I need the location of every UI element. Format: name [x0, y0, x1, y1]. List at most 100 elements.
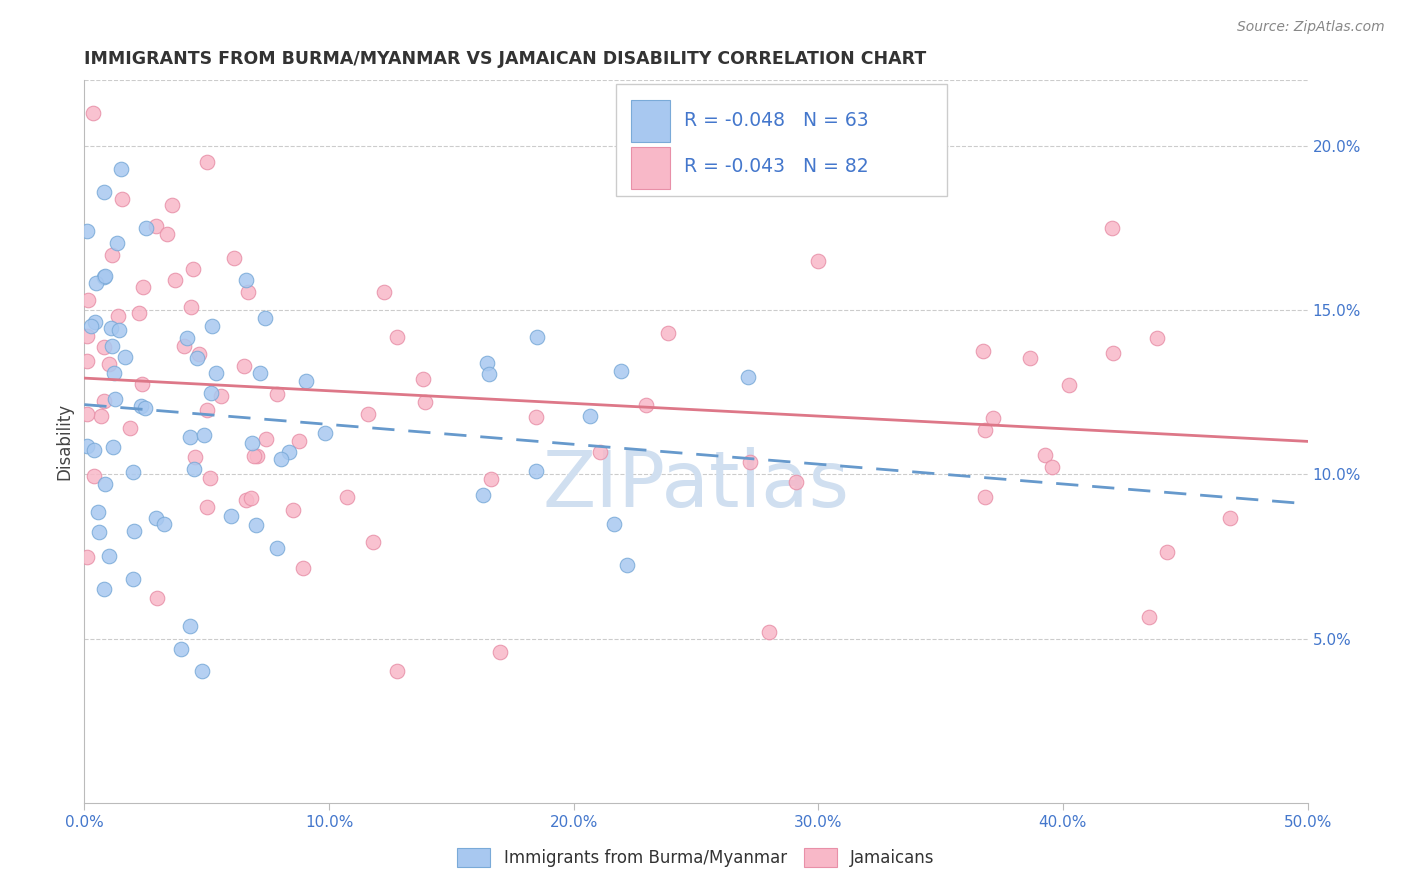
Point — [785, 475, 807, 490]
Point — [1219, 511, 1241, 525]
Point — [288, 434, 311, 448]
Point — [277, 445, 299, 459]
Point — [77, 293, 100, 307]
Point — [281, 502, 304, 516]
Point — [163, 273, 186, 287]
Point — [94, 476, 117, 491]
Point — [200, 385, 222, 400]
Point — [87, 505, 110, 519]
Point — [239, 491, 262, 506]
Point — [131, 377, 153, 392]
Point — [807, 253, 830, 268]
Point — [101, 440, 124, 454]
Text: R = -0.048   N = 63: R = -0.048 N = 63 — [683, 111, 869, 129]
Point — [186, 351, 208, 366]
Point — [579, 409, 602, 423]
Point — [224, 251, 246, 265]
Point — [972, 343, 994, 358]
Point — [110, 161, 132, 176]
Point — [76, 354, 98, 368]
Point — [76, 224, 98, 238]
Point — [94, 269, 117, 284]
Point — [90, 409, 112, 423]
Point — [195, 500, 218, 514]
Point — [93, 582, 115, 597]
Point — [254, 432, 277, 446]
Point — [145, 510, 167, 524]
Point — [101, 248, 124, 262]
Point — [236, 285, 259, 299]
Point — [974, 490, 997, 504]
Point — [758, 625, 780, 640]
Point — [603, 516, 626, 531]
Point — [108, 323, 131, 337]
Point — [1156, 545, 1178, 559]
Point — [107, 309, 129, 323]
Point — [249, 366, 271, 380]
Point — [187, 347, 209, 361]
Point — [201, 318, 224, 333]
Point — [235, 493, 257, 508]
Point — [475, 356, 498, 370]
Point — [292, 561, 315, 575]
Point — [209, 388, 232, 402]
Point — [84, 315, 107, 329]
Point — [101, 339, 124, 353]
Point — [82, 106, 104, 120]
Point — [242, 436, 264, 450]
Point — [83, 443, 105, 458]
Y-axis label: Disability: Disability — [55, 403, 73, 480]
Point — [737, 369, 759, 384]
Point — [176, 331, 198, 345]
Point — [253, 311, 276, 326]
Point — [104, 392, 127, 406]
Text: ZIPatlas: ZIPatlas — [543, 447, 849, 523]
Point — [1102, 346, 1125, 360]
Point — [79, 319, 101, 334]
Point — [183, 450, 205, 464]
Point — [97, 549, 120, 564]
Point — [634, 398, 657, 412]
FancyBboxPatch shape — [616, 84, 946, 196]
Point — [233, 359, 256, 373]
Point — [205, 366, 228, 380]
Point — [1033, 448, 1056, 462]
Point — [76, 407, 98, 421]
Point — [179, 430, 201, 444]
Point — [76, 328, 98, 343]
Point — [122, 573, 145, 587]
Point — [93, 270, 115, 285]
Point — [76, 439, 98, 453]
Point — [84, 277, 107, 291]
Point — [524, 464, 547, 478]
FancyBboxPatch shape — [631, 147, 671, 189]
Point — [336, 490, 359, 504]
Point — [489, 645, 512, 659]
Point — [472, 488, 495, 502]
Point — [111, 192, 134, 206]
Point — [1057, 377, 1080, 392]
Point — [93, 185, 115, 199]
Point — [118, 421, 141, 435]
Point — [589, 445, 612, 459]
Point — [93, 340, 115, 354]
Point — [153, 517, 176, 532]
Point — [242, 449, 264, 463]
Point — [134, 401, 156, 415]
Point — [169, 642, 191, 657]
Point — [1101, 221, 1123, 235]
Point — [145, 219, 167, 234]
Point — [191, 665, 214, 679]
Point — [373, 285, 395, 299]
Point — [135, 221, 157, 235]
Point — [173, 338, 195, 352]
Point — [1333, 468, 1355, 483]
Point — [295, 374, 318, 388]
Point — [122, 466, 145, 480]
Point — [195, 402, 218, 417]
Point — [266, 386, 288, 401]
Point — [412, 372, 434, 386]
Point — [1040, 459, 1063, 474]
Point — [1146, 331, 1168, 345]
Point — [1389, 285, 1406, 299]
